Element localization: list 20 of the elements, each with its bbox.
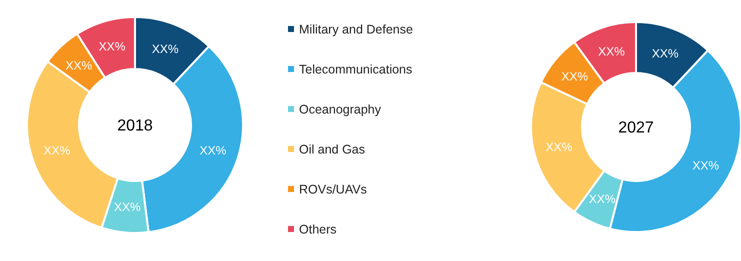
data-label: XX%: [114, 200, 141, 214]
text: 2018: [117, 118, 153, 135]
data-label: XX%: [98, 39, 126, 54]
data-label: XX%: [546, 140, 573, 154]
data-label: XX%: [44, 144, 71, 158]
data-label: XX%: [652, 46, 679, 60]
legend-label: ROVs/UAVs: [299, 182, 367, 196]
data-label: XX%: [200, 144, 227, 158]
text: 2027: [618, 120, 654, 137]
legend-label: Others: [299, 222, 337, 236]
data-label: XX%: [588, 192, 616, 206]
data-label: XX%: [561, 70, 588, 84]
data-label: XX%: [692, 158, 720, 172]
data-label: XX%: [66, 58, 93, 72]
data-label: XX%: [152, 42, 179, 56]
legend-label: Telecommunications: [299, 62, 412, 76]
legend-label: Oceanography: [299, 102, 382, 116]
legend-label: Oil and Gas: [299, 142, 366, 156]
legend-label: Military and Defense: [299, 22, 413, 36]
data-label: XX%: [598, 44, 626, 59]
